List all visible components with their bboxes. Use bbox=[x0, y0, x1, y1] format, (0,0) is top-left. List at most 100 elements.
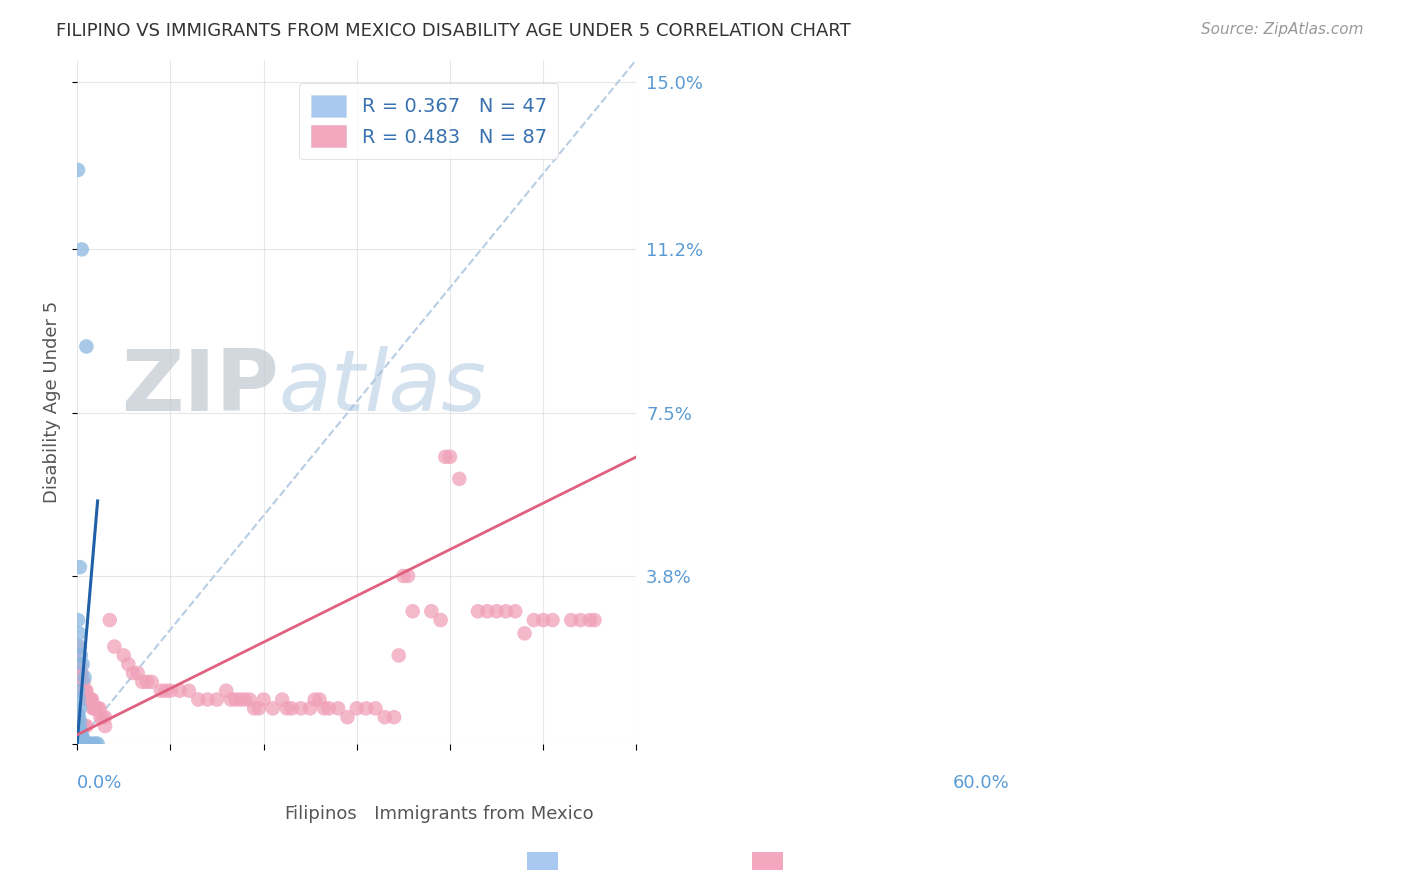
Point bbox=[69, 737, 91, 751]
Point bbox=[75, 339, 97, 353]
Point bbox=[89, 701, 111, 715]
Point bbox=[66, 613, 89, 627]
Point bbox=[276, 701, 298, 715]
Point bbox=[477, 604, 499, 618]
Point bbox=[73, 670, 96, 684]
Point bbox=[72, 737, 94, 751]
Point bbox=[66, 640, 89, 654]
Point bbox=[67, 626, 90, 640]
Point bbox=[159, 683, 181, 698]
Point bbox=[131, 674, 153, 689]
Point bbox=[336, 710, 359, 724]
Point bbox=[72, 674, 94, 689]
Point bbox=[75, 719, 97, 733]
Point bbox=[76, 692, 98, 706]
Text: 60.0%: 60.0% bbox=[953, 774, 1010, 792]
Point bbox=[429, 613, 451, 627]
Point bbox=[308, 692, 330, 706]
Point bbox=[434, 450, 457, 464]
Text: atlas: atlas bbox=[278, 346, 486, 429]
Point bbox=[86, 737, 108, 751]
Point bbox=[66, 737, 89, 751]
Point bbox=[225, 692, 247, 706]
Point bbox=[80, 692, 103, 706]
Point bbox=[197, 692, 219, 706]
Text: Filipinos: Filipinos bbox=[284, 805, 357, 823]
Point bbox=[112, 648, 135, 663]
Point bbox=[69, 640, 91, 654]
Point bbox=[72, 657, 94, 672]
Text: 0.0%: 0.0% bbox=[77, 774, 122, 792]
Point bbox=[103, 640, 125, 654]
Point bbox=[70, 719, 93, 733]
Point bbox=[67, 692, 90, 706]
Point bbox=[439, 450, 461, 464]
Point bbox=[495, 604, 517, 618]
Point bbox=[127, 666, 149, 681]
Y-axis label: Disability Age Under 5: Disability Age Under 5 bbox=[44, 301, 60, 503]
Point bbox=[541, 613, 564, 627]
Point bbox=[73, 737, 96, 751]
Point bbox=[70, 737, 93, 751]
Point bbox=[215, 683, 238, 698]
Point bbox=[70, 732, 93, 747]
Point bbox=[69, 723, 91, 738]
Text: FILIPINO VS IMMIGRANTS FROM MEXICO DISABILITY AGE UNDER 5 CORRELATION CHART: FILIPINO VS IMMIGRANTS FROM MEXICO DISAB… bbox=[56, 22, 851, 40]
Point bbox=[94, 719, 117, 733]
Point bbox=[314, 701, 336, 715]
Point bbox=[187, 692, 209, 706]
Point bbox=[318, 701, 340, 715]
Point bbox=[67, 728, 90, 742]
Point bbox=[75, 737, 97, 751]
Point bbox=[67, 737, 90, 751]
Point bbox=[69, 648, 91, 663]
Point bbox=[247, 701, 270, 715]
Point bbox=[75, 737, 97, 751]
Point bbox=[531, 613, 554, 627]
Point bbox=[82, 701, 104, 715]
Point bbox=[382, 710, 405, 724]
Point bbox=[69, 723, 91, 738]
Point bbox=[523, 613, 546, 627]
Point bbox=[420, 604, 443, 618]
Point bbox=[374, 710, 396, 724]
Point bbox=[560, 613, 582, 627]
Point bbox=[229, 692, 252, 706]
Point bbox=[80, 692, 103, 706]
Point bbox=[136, 674, 159, 689]
Point bbox=[467, 604, 489, 618]
Point bbox=[67, 710, 90, 724]
Point bbox=[66, 706, 89, 720]
Point bbox=[66, 719, 89, 733]
Point bbox=[84, 701, 107, 715]
Point bbox=[122, 666, 145, 681]
Point bbox=[69, 728, 91, 742]
Point bbox=[238, 692, 260, 706]
Point bbox=[583, 613, 606, 627]
Point bbox=[219, 692, 242, 706]
Point bbox=[77, 692, 100, 706]
Point bbox=[513, 626, 536, 640]
Point bbox=[70, 666, 93, 681]
Point bbox=[69, 560, 91, 574]
Text: Immigrants from Mexico: Immigrants from Mexico bbox=[357, 805, 593, 823]
Point bbox=[233, 692, 256, 706]
Point bbox=[67, 723, 90, 738]
Point bbox=[89, 710, 111, 724]
Point bbox=[84, 737, 107, 751]
Point bbox=[177, 683, 200, 698]
Point bbox=[83, 701, 105, 715]
Point bbox=[72, 732, 94, 747]
Point bbox=[326, 701, 349, 715]
Point bbox=[117, 657, 139, 672]
Point bbox=[73, 719, 96, 733]
Point bbox=[290, 701, 312, 715]
Point bbox=[69, 737, 91, 751]
Point bbox=[72, 737, 94, 751]
Point bbox=[396, 569, 419, 583]
Point bbox=[70, 243, 93, 257]
Point bbox=[80, 737, 103, 751]
Text: Source: ZipAtlas.com: Source: ZipAtlas.com bbox=[1201, 22, 1364, 37]
Point bbox=[141, 674, 163, 689]
Point bbox=[388, 648, 411, 663]
